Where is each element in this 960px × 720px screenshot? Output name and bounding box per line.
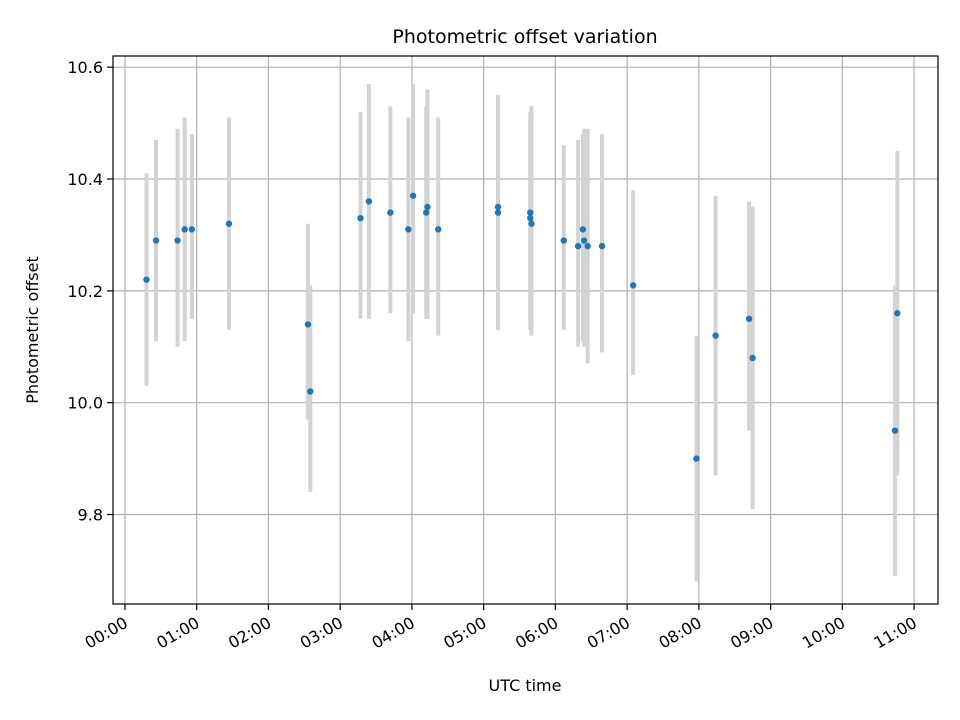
data-point (188, 226, 196, 233)
data-point (387, 209, 394, 216)
data-point (528, 220, 535, 227)
chart-title: Photometric offset variation (392, 26, 657, 48)
data-point (225, 220, 233, 227)
data-point (598, 242, 606, 250)
data-point (560, 237, 567, 244)
data-point (745, 315, 753, 323)
data-point (365, 198, 373, 205)
data-point (894, 310, 901, 317)
x-axis-label: UTC time (489, 676, 562, 695)
data-point (494, 209, 502, 216)
y-tick-label: 10.6 (67, 58, 103, 77)
data-point (405, 226, 412, 233)
data-point (357, 214, 364, 222)
data-point (143, 276, 150, 283)
data-point (712, 332, 719, 339)
data-point (304, 321, 312, 328)
data-point (629, 282, 637, 289)
y-tick-label: 10.4 (67, 170, 103, 189)
y-tick-label: 9.8 (78, 506, 103, 525)
data-point (435, 226, 442, 233)
gridlines (113, 56, 938, 604)
y-tick-label: 10.2 (67, 282, 103, 301)
data-point (580, 237, 588, 244)
data-point (152, 237, 160, 244)
data-point (424, 203, 431, 211)
plot-frame (112, 55, 939, 605)
data-point (423, 209, 430, 216)
y-axis-ticks: 9.8 10.0 10.2 10.4 10.6 (67, 58, 113, 525)
data-point (693, 455, 700, 462)
y-axis-label: Photometric offset (23, 256, 42, 404)
data-point (174, 237, 181, 244)
data-points (143, 192, 901, 462)
data-point (891, 427, 899, 434)
data-point (494, 203, 502, 211)
data-point (574, 242, 582, 250)
y-tick-label: 10.0 (67, 394, 103, 413)
data-point (527, 214, 534, 222)
data-point (181, 226, 188, 233)
data-point (409, 192, 417, 199)
data-point (749, 354, 756, 362)
data-point (527, 209, 534, 216)
data-point (307, 388, 314, 395)
data-point (584, 242, 591, 250)
data-point (579, 226, 587, 233)
